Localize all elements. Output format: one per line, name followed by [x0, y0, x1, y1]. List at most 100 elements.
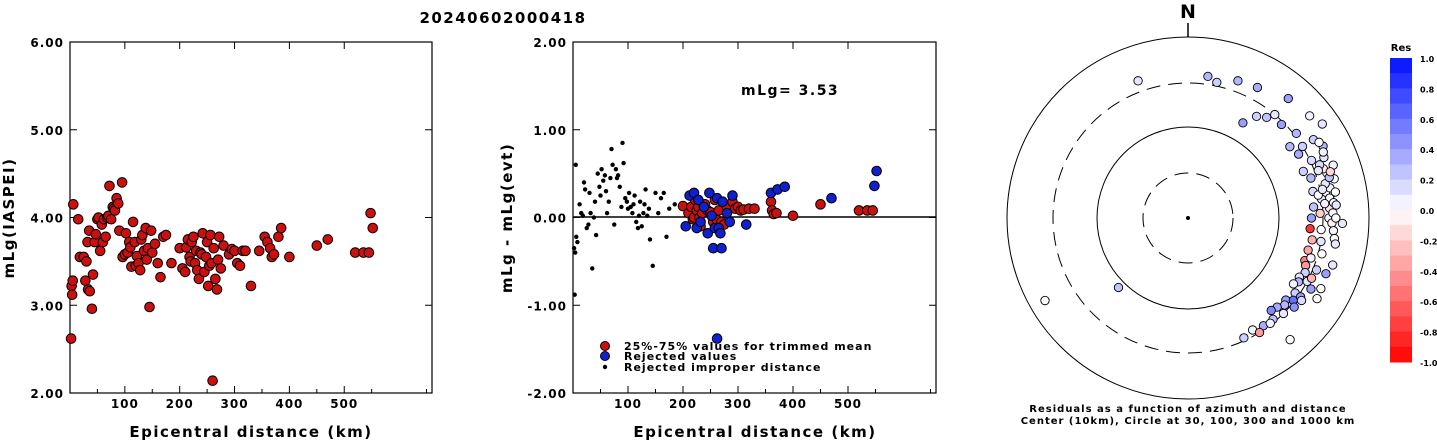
colorbar-cell [1390, 58, 1412, 74]
residual-data-point [667, 206, 672, 211]
colorbar-ticks: 1.0 0.8 0.6 0.4 0.2 0.0 -0.2 -0.4 -0.6 -0.8 -1.0 [1420, 55, 1437, 368]
map-station-point [1254, 327, 1265, 338]
magnitude-data-point [146, 247, 158, 258]
residual-data-point [643, 187, 648, 192]
residual-data-point [580, 213, 586, 218]
map-station-point [1311, 265, 1322, 275]
magnitude-xtick-label: 500 [330, 397, 358, 411]
residual-ytick-label: -1.00 [527, 299, 567, 313]
residual-data-point [603, 188, 609, 194]
map-station-point [1278, 308, 1289, 319]
colorbar-cells [1390, 58, 1412, 363]
residual-data-point [641, 210, 646, 216]
residual-data-point [572, 292, 577, 297]
magnitude-data-point [268, 249, 280, 260]
magnitude-data-point [207, 375, 218, 387]
map-station-point [1316, 224, 1326, 235]
map-station-point [1318, 147, 1328, 157]
residual-data-point [619, 204, 624, 210]
colorbar-cell [1390, 346, 1412, 363]
residual-data-point [612, 222, 617, 227]
residual-data-point [575, 239, 580, 245]
magnitude-data-point [81, 256, 92, 267]
colorbar-cell [1390, 331, 1412, 348]
residual-data-point [610, 162, 615, 168]
colorbar-cell [1390, 149, 1412, 165]
map-station-point [1330, 187, 1341, 197]
magnitude-data-point [212, 254, 224, 265]
residual-data-point [715, 227, 726, 239]
map-station-point [1328, 226, 1339, 236]
residual-data-point [765, 196, 777, 208]
magnitude-plot-frame [69, 41, 433, 394]
magnitude-data-point [145, 225, 157, 236]
map-station-point [1306, 253, 1316, 263]
residual-xtick-label: 200 [669, 397, 697, 411]
colorbar-tick-label: -0.6 [1420, 298, 1437, 307]
magnitude-data-point [67, 199, 79, 210]
residual-data-point [642, 202, 647, 207]
magnitude-data-point [363, 247, 375, 258]
residual-data-point [706, 210, 717, 222]
residual-data-point [615, 173, 621, 178]
colorbar-cell [1390, 118, 1412, 135]
residual-data-point [587, 190, 592, 196]
magnitude-data-point [273, 231, 284, 243]
map-station-point [1306, 284, 1316, 294]
map-station-point [1252, 82, 1263, 93]
residual-plot-legend: 25%-75% values for trimmed mean Rejected… [600, 340, 871, 374]
colorbar-cell [1390, 225, 1412, 241]
map-station-point [1312, 293, 1322, 304]
epicenter-marker [1186, 216, 1190, 220]
residual-plot-points [571, 140, 882, 344]
residual-distance-plot: 100 200 300 400 500 -2.00 -1.00 0.00 1.00 2.00 mL… [498, 36, 937, 441]
map-station-point [1317, 249, 1327, 259]
colorbar-cell [1390, 255, 1412, 272]
residual-data-point [867, 205, 879, 216]
magnitude-data-point [152, 257, 164, 269]
magnitude-data-point [322, 234, 334, 245]
magnitude-data-point [367, 222, 379, 234]
residual-data-point [597, 184, 602, 189]
map-station-point [1212, 77, 1222, 88]
magnitude-data-point [208, 242, 220, 254]
residual-ytick-label: 1.00 [533, 124, 567, 138]
map-station-point [1328, 260, 1338, 270]
residual-data-point [630, 210, 635, 216]
magnitude-data-point [240, 245, 251, 257]
map-station-point [1297, 141, 1308, 152]
map-station-point [1303, 245, 1313, 255]
map-station-point [1325, 167, 1335, 177]
residual-data-point [711, 333, 723, 344]
colorbar-tick-label: 0.4 [1420, 146, 1435, 155]
residual-data-point [626, 190, 632, 196]
residual-data-point [693, 194, 704, 206]
map-station-point [1331, 200, 1341, 210]
magnitude-ytick-label: 5.00 [30, 124, 64, 138]
magnitude-plot-xlabel: Epicentral distance (km) [129, 423, 372, 441]
map-station-point [1306, 173, 1316, 183]
magnitude-xtick-label: 100 [111, 397, 139, 411]
magnitude-xtick-label: 200 [166, 397, 194, 411]
map-station-point [1317, 119, 1327, 129]
residual-data-point [658, 195, 664, 201]
residual-data-point [645, 213, 650, 218]
magnitude-data-point [202, 280, 214, 292]
magnitude-ytick-label: 6.00 [30, 36, 64, 50]
magnitude-data-point [365, 207, 376, 219]
ring-30km [1142, 172, 1234, 264]
map-station-point [1113, 282, 1124, 293]
residual-data-point [598, 193, 603, 198]
colorbar-cell [1390, 316, 1412, 333]
residual-data-point [639, 224, 644, 229]
residual-data-point [740, 219, 752, 230]
map-station-point [1307, 235, 1317, 245]
magnitude-data-point [87, 269, 99, 280]
magnitude-xtick-label: 300 [221, 397, 249, 411]
magnitude-data-point [188, 231, 199, 243]
map-station-point [1276, 119, 1287, 130]
residual-data-point [787, 210, 799, 222]
residual-data-point [632, 193, 637, 198]
map-station-point [1305, 224, 1315, 234]
magnitude-data-point [311, 240, 323, 251]
